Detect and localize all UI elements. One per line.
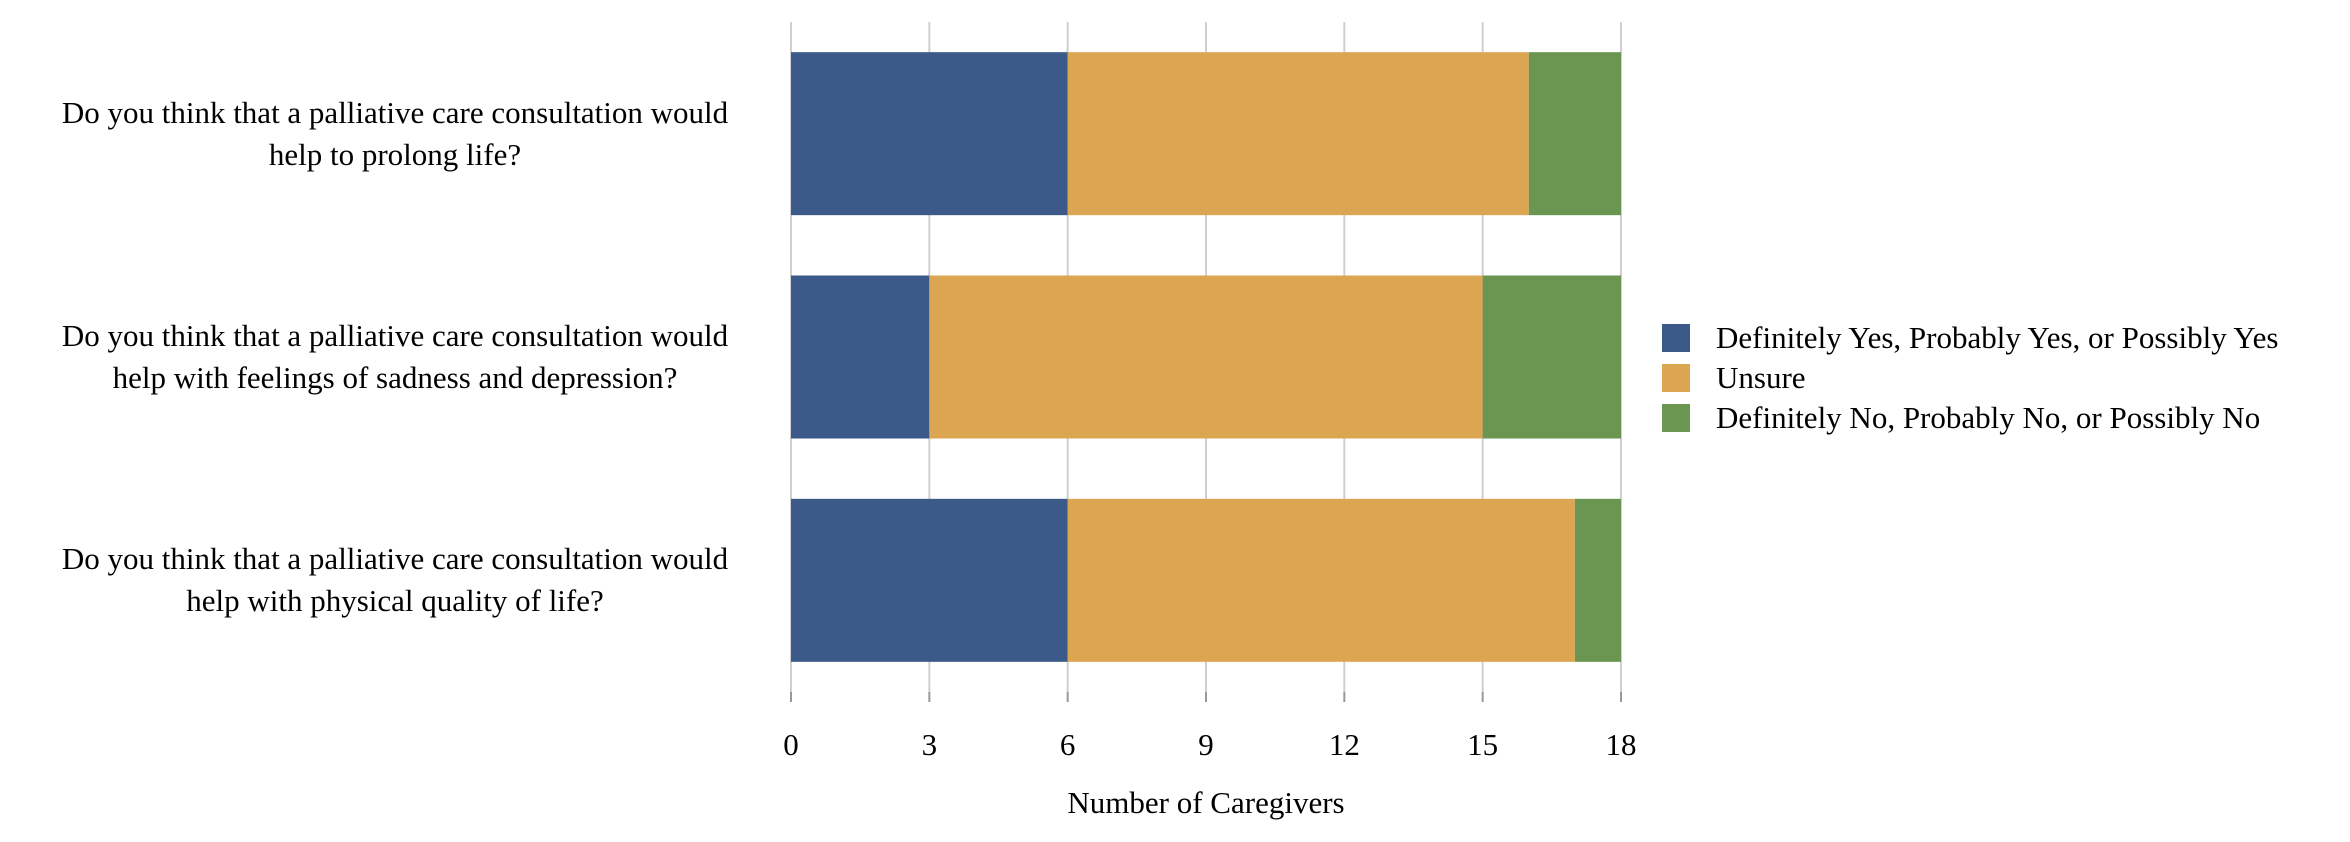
x-tick-label-9: 9 (1198, 727, 1214, 762)
x-tick-label-6: 6 (1060, 727, 1076, 762)
bar-cat1-series2 (1067, 52, 1529, 216)
legend-label-no: Definitely No, Probably No, or Possibly … (1716, 400, 2261, 435)
category-label-2-line-2: help with feelings of sadness and depres… (112, 360, 678, 395)
x-tick-label-0: 0 (783, 727, 799, 762)
legend: Definitely Yes, Probably Yes, or Possibl… (1662, 318, 2278, 438)
x-tick-label-18: 18 (1606, 727, 1637, 762)
x-axis-title: Number of Caregivers (1067, 785, 1344, 820)
legend-swatch-yes (1662, 324, 1690, 352)
legend-swatch-no (1662, 404, 1690, 432)
category-label-2-line-1: Do you think that a palliative care cons… (61, 318, 729, 353)
x-tick-label-15: 15 (1467, 727, 1498, 762)
bar-cat2-series2 (929, 275, 1483, 439)
category-label-1-line-2: help to prolong life? (268, 136, 522, 172)
bar-cat3-series2 (1067, 498, 1575, 662)
legend-label-yes: Definitely Yes, Probably Yes, or Possibl… (1716, 320, 2279, 355)
category-label-2: Do you think that a palliative care cons… (15, 315, 775, 399)
bar-cat1-series3 (1528, 52, 1621, 216)
x-tick-label-12: 12 (1329, 727, 1360, 762)
x-tick-label-3: 3 (922, 727, 938, 762)
bar-cat2-series3 (1482, 275, 1621, 439)
bar-cat3-series3 (1574, 498, 1621, 662)
legend-item-unsure: Unsure (1662, 358, 2278, 398)
bar-cat1-series1 (791, 52, 1068, 216)
category-label-1-line-1: Do you think that a palliative care cons… (61, 94, 729, 130)
legend-label-unsure: Unsure (1716, 360, 1806, 395)
legend-item-yes: Definitely Yes, Probably Yes, or Possibl… (1662, 318, 2278, 358)
bar-cat3-series1 (791, 498, 1068, 662)
category-label-3-line-2: help with physical quality of life? (186, 583, 604, 619)
category-label-1: Do you think that a palliative care cons… (15, 92, 775, 176)
legend-item-no: Definitely No, Probably No, or Possibly … (1662, 398, 2278, 438)
bar-cat2-series1 (791, 275, 930, 439)
category-label-3: Do you think that a palliative care cons… (15, 538, 775, 622)
category-label-3-line-1: Do you think that a palliative care cons… (61, 541, 729, 577)
legend-swatch-unsure (1662, 364, 1690, 392)
